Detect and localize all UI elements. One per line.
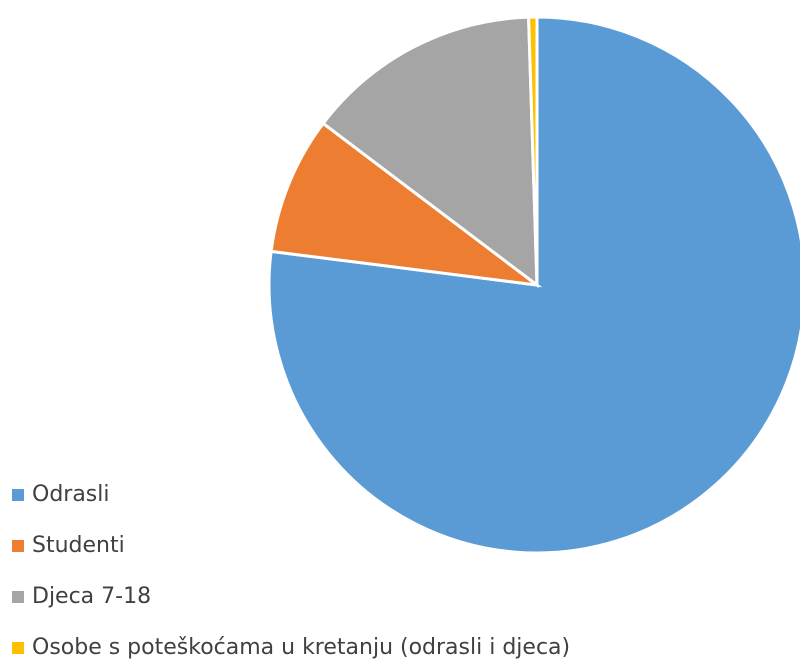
legend-label: Djeca 7-18 xyxy=(32,584,151,609)
pie-slice xyxy=(321,15,539,289)
pie-slice xyxy=(527,15,539,286)
legend-label: Osobe s poteškoćama u kretanju (odrasli … xyxy=(32,635,570,659)
legend-label: Studenti xyxy=(32,533,125,558)
legend-swatch xyxy=(12,489,24,501)
legend-swatch xyxy=(12,642,24,654)
legend-label: Odrasli xyxy=(32,482,110,507)
legend-swatch xyxy=(12,540,24,552)
legend-swatch xyxy=(12,591,24,603)
pie-slice xyxy=(269,121,543,288)
